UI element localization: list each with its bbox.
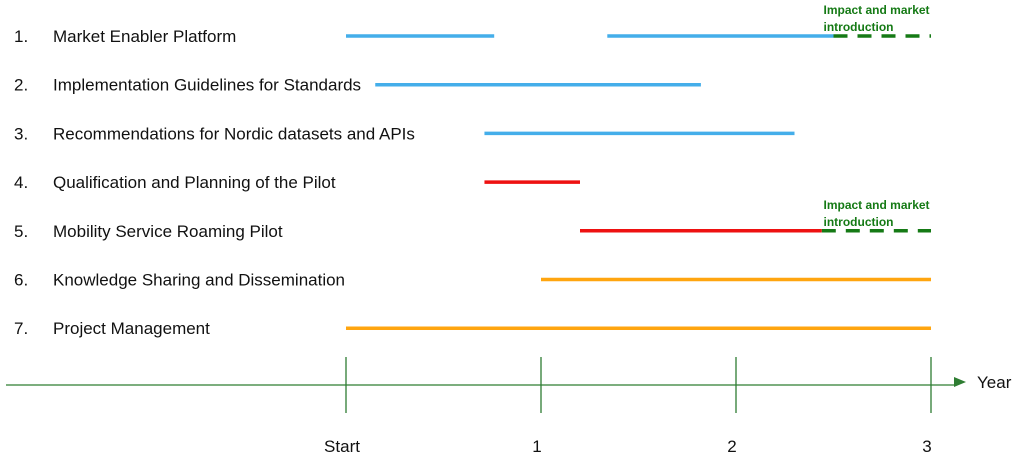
task-label: Qualification and Planning of the Pilot	[53, 173, 336, 192]
task-row: 2. Implementation Guidelines for Standard…	[14, 76, 701, 95]
impact-annotation-line: Impact and market	[824, 198, 930, 212]
task-label: Market Enabler Platform	[53, 27, 236, 46]
task-number: 4.	[14, 173, 28, 192]
task-row: 1. Market Enabler Platform Impact and mark…	[14, 3, 931, 46]
task-number: 7.	[14, 319, 28, 338]
task-label: Project Management	[53, 319, 210, 338]
axis-tick-label: 1	[532, 437, 541, 456]
task-row: 5. Mobility Service Roaming Pilot Impact a…	[14, 198, 931, 241]
task-label: Recommendations for Nordic datasets and …	[53, 124, 415, 143]
task-number: 1.	[14, 27, 28, 46]
impact-annotation-line: introduction	[824, 20, 894, 34]
task-number: 6.	[14, 271, 28, 290]
task-number: 2.	[14, 76, 28, 95]
task-label: Knowledge Sharing and Dissemination	[53, 271, 345, 290]
task-row: 7. Project Management	[14, 319, 931, 338]
year-axis: Year Start 1 2 3	[6, 357, 1012, 456]
task-row: 6. Knowledge Sharing and Dissemination	[14, 271, 931, 290]
task-rows: 1. Market Enabler Platform Impact and mark…	[14, 3, 931, 338]
axis-tick-label: 2	[727, 437, 736, 456]
axis-tick-label: 3	[922, 437, 931, 456]
task-number: 3.	[14, 124, 28, 143]
axis-tick-label: Start	[324, 437, 360, 456]
task-row: 4. Qualification and Planning of the Pilo…	[14, 173, 580, 192]
axis-arrow-icon	[954, 377, 966, 387]
impact-annotation-line: introduction	[824, 215, 894, 229]
axis-label: Year	[977, 373, 1012, 392]
task-label: Mobility Service Roaming Pilot	[53, 222, 283, 241]
task-number: 5.	[14, 222, 28, 241]
task-row: 3. Recommendations for Nordic datasets an…	[14, 124, 795, 143]
task-label: Implementation Guidelines for Standards	[53, 76, 361, 95]
impact-annotation-line: Impact and market	[824, 3, 930, 17]
